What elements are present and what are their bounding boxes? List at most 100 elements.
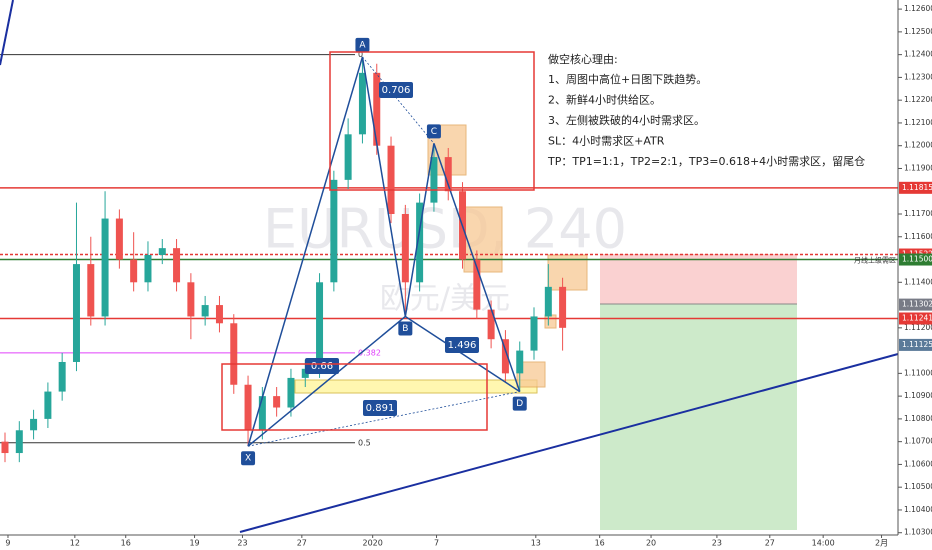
candle-body	[158, 248, 166, 255]
trend-line	[239, 353, 899, 533]
candle-body	[316, 282, 324, 369]
candle-body	[44, 391, 52, 419]
point-badge	[241, 451, 256, 466]
price-tag-label: 1.11125	[902, 340, 932, 349]
pattern-line	[433, 143, 521, 392]
ratio-badge	[445, 337, 479, 353]
y-tick-label: 1.12000	[904, 141, 932, 150]
y-tick-label: 1.12400	[904, 50, 932, 59]
pattern-line	[247, 315, 406, 447]
candle-body	[130, 259, 138, 283]
fib-label: 0	[358, 50, 363, 59]
y-tick-label: 1.10300	[904, 528, 932, 537]
candle-body	[173, 248, 181, 283]
stop-zone	[600, 254, 797, 304]
supply-box	[544, 314, 557, 329]
candle-body	[544, 286, 552, 317]
x-tick-label: 7	[434, 539, 439, 548]
price-tag	[899, 338, 932, 351]
candle-body	[401, 214, 409, 283]
price-tag-label: 1.11241	[902, 313, 932, 322]
x-tick-label: 9	[5, 539, 10, 548]
pattern-line	[404, 143, 435, 317]
watermark-symbol: EURUSD, 240	[263, 198, 627, 261]
ratio-label: 0.891	[366, 403, 395, 414]
pattern-line	[361, 56, 407, 317]
candle-body	[1, 441, 9, 454]
note-line: SL：4小时需求区+ATR	[548, 135, 665, 148]
point-label: A	[359, 40, 366, 50]
supply-box	[463, 206, 503, 273]
candle-body	[187, 282, 195, 317]
candle-body	[15, 430, 23, 454]
x-tick-label: 27	[765, 539, 775, 548]
candle-body	[430, 157, 438, 203]
candle-body	[144, 254, 152, 283]
y-tick-label: 1.10700	[904, 437, 932, 446]
y-tick-label: 1.12600	[904, 4, 932, 13]
candle-body	[501, 339, 509, 374]
candle-body	[444, 157, 452, 192]
candle-body	[301, 368, 309, 378]
point-label: D	[516, 399, 523, 409]
y-tick-label: 1.10400	[904, 505, 932, 514]
red-box	[329, 51, 535, 191]
y-tick-label: 1.10500	[904, 482, 932, 491]
x-tick-label: 19	[189, 539, 199, 548]
y-tick-label: 1.11900	[904, 163, 932, 172]
x-tick-label: 23	[237, 539, 247, 548]
trend-line	[0, 0, 14, 66]
note-line: 2、新鲜4小时供给区。	[548, 93, 661, 107]
candle-body	[559, 286, 567, 328]
price-tag-label: 1.11815	[902, 183, 932, 192]
x-tick-label: 16	[595, 539, 605, 548]
pattern-line	[404, 315, 521, 393]
candle-body	[487, 309, 495, 340]
ratio-badge	[363, 400, 397, 416]
price-tag-label: 1.11302	[902, 300, 932, 309]
candle-body	[215, 305, 223, 324]
point-badge	[512, 396, 527, 411]
y-tick-label: 1.11700	[904, 209, 932, 218]
candle-body	[287, 377, 295, 408]
note-title: 做空核心理由:	[548, 52, 618, 66]
y-tick-label: 1.11600	[904, 232, 932, 241]
pattern-line	[247, 56, 364, 447]
fib-label: 0.382	[358, 348, 381, 357]
candle-body	[530, 316, 538, 351]
price-tag-label: 1.11500	[902, 255, 932, 264]
ratio-badge	[305, 358, 339, 374]
y-tick-label: 1.11200	[904, 323, 932, 332]
note-line: TP：TP1=1:1，TP2=2:1，TP3=0.618+4小时需求区，留尾仓	[547, 154, 865, 168]
price-tag	[899, 298, 932, 311]
x-tick-label: 2月	[875, 539, 888, 548]
red-box	[221, 363, 488, 431]
point-badge	[355, 37, 370, 52]
y-tick-label: 1.12500	[904, 27, 932, 36]
note-line: 3、左侧被跌破的4小时需求区。	[548, 113, 705, 127]
target-zone	[600, 304, 797, 530]
x-tick-label: 16	[121, 539, 131, 548]
level-note: 月线上级需区	[854, 256, 896, 265]
y-tick-label: 1.12100	[904, 118, 932, 127]
candle-body	[101, 218, 109, 317]
candle-body	[373, 72, 381, 146]
candle-body	[344, 134, 352, 180]
candle-body	[258, 396, 266, 431]
fib-label: 0.5	[358, 438, 371, 447]
pattern-line	[362, 56, 435, 144]
point-label: C	[431, 127, 437, 137]
candle-body	[387, 145, 395, 214]
x-tick-label: 13	[531, 539, 541, 548]
ratio-label: 1.496	[448, 340, 477, 351]
y-tick-label: 1.11000	[904, 368, 932, 377]
candle-body	[87, 264, 95, 317]
x-tick-label: 14:00	[812, 539, 835, 548]
y-tick-label: 1.12300	[904, 72, 932, 81]
candle-body	[473, 259, 481, 310]
candle-body	[358, 72, 366, 135]
x-tick-label: 27	[297, 539, 307, 548]
candle-body	[72, 264, 80, 362]
y-tick-label: 1.12200	[904, 95, 932, 104]
